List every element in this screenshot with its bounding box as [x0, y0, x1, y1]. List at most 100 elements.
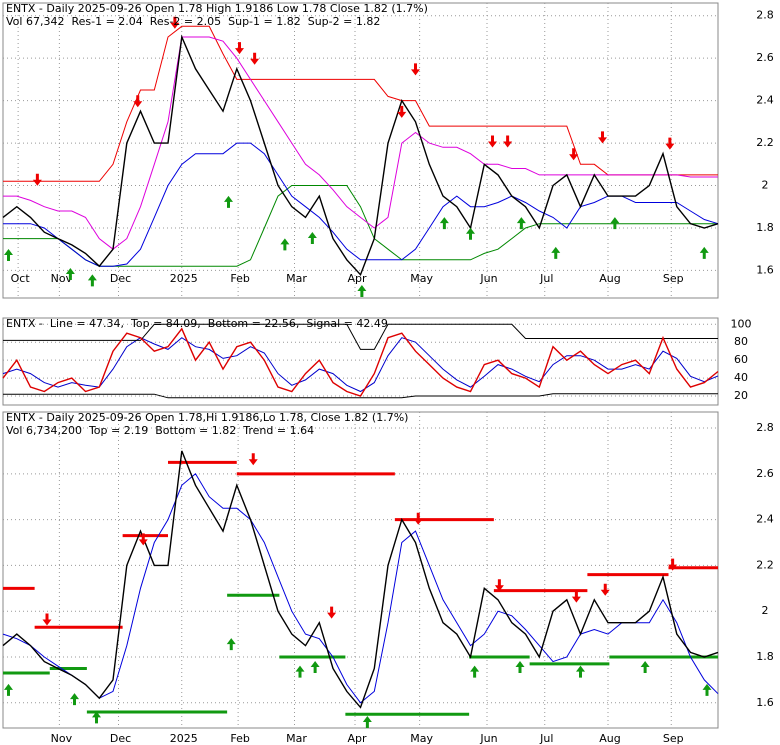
panel-frame	[2, 2, 719, 299]
y-tick-label: 1.6	[756, 263, 774, 276]
y-tick-label: 20	[734, 389, 748, 402]
buy-arrow	[516, 217, 526, 230]
x-tick-label: Oct	[11, 272, 31, 285]
buy-arrow	[226, 638, 236, 651]
sell-arrow	[411, 63, 420, 76]
y-tick-label: 1.6	[756, 696, 774, 709]
series-line	[3, 393, 718, 399]
series-line	[2, 450, 719, 709]
y-tick-label: 60	[734, 353, 748, 366]
panel-frame	[2, 317, 719, 406]
buy-arrow	[362, 715, 372, 728]
sell-arrow	[248, 453, 258, 466]
x-tick-label: Nov	[51, 732, 73, 745]
buy-arrow	[357, 285, 367, 298]
x-tick-label: Aug	[599, 732, 620, 745]
buy-arrow	[280, 238, 290, 251]
buy-arrow	[576, 665, 585, 678]
sell-arrow	[600, 583, 610, 596]
y-tick-label: 2	[762, 179, 769, 192]
x-tick-label: Dec	[110, 272, 131, 285]
x-tick-label: Jul	[539, 272, 553, 285]
series-line	[3, 185, 718, 267]
y-tick-label: 2.8	[756, 421, 774, 434]
x-tick-label: Feb	[230, 732, 249, 745]
x-tick-label: Feb	[230, 272, 249, 285]
legend-entry: Line = 47.34,	[50, 317, 124, 330]
y-tick-label: 2.2	[756, 558, 774, 571]
sell-arrow	[503, 135, 513, 148]
x-tick-label: Jul	[539, 732, 553, 745]
buy-arrow	[470, 665, 480, 678]
sell-arrow	[569, 148, 579, 161]
x-tick-label: Mar	[286, 272, 307, 285]
series-line	[2, 327, 719, 397]
sell-arrow	[250, 52, 260, 65]
volume-label: Vol 6,734,200	[6, 424, 82, 437]
volume-label: Vol 67,342	[6, 15, 64, 28]
buy-arrow	[551, 246, 561, 259]
x-tick-label: Jun	[479, 732, 497, 745]
y-tick-label: 2.4	[756, 513, 774, 526]
x-tick-label: Apr	[347, 272, 367, 285]
buy-arrow	[4, 248, 13, 261]
sell-arrow	[327, 606, 337, 619]
y-tick-label: 80	[734, 335, 748, 348]
sell-arrow	[598, 131, 607, 144]
legend-entry: Signal = 42.49	[306, 317, 388, 330]
buy-arrow	[610, 217, 620, 230]
x-tick-label: Nov	[51, 272, 73, 285]
series-line	[3, 142, 719, 267]
x-tick-label: Sep	[663, 272, 684, 285]
series-line	[3, 25, 718, 182]
y-tick-label: 1.8	[756, 650, 774, 663]
legend-entry: Bottom = 22.56,	[208, 317, 300, 330]
y-tick-label: 2	[762, 604, 769, 617]
buy-arrow	[224, 195, 233, 208]
x-tick-label: Dec	[110, 732, 131, 745]
x-tick-label: Mar	[286, 732, 307, 745]
sell-arrow	[235, 42, 244, 55]
buy-arrow	[466, 227, 475, 240]
legend-entry: Top = 84.09,	[130, 317, 201, 330]
x-tick-label: 2025	[170, 732, 198, 745]
chart-title: ENTX - Daily 2025-09-26 Open 1.78,Hi 1.9…	[6, 411, 408, 424]
sell-arrow	[494, 579, 504, 592]
sell-arrow	[133, 95, 143, 108]
sell-arrow	[413, 512, 423, 525]
y-tick-label: 1.8	[756, 221, 774, 234]
y-tick-label: 2.4	[756, 94, 774, 107]
buy-arrow	[439, 217, 449, 230]
buy-arrow	[70, 693, 79, 706]
y-tick-label: 2.6	[756, 51, 774, 64]
x-tick-label: May	[410, 732, 433, 745]
series-line	[3, 36, 718, 250]
panel-frame	[2, 411, 719, 729]
legend-entry: Trend = 1.64	[242, 424, 314, 437]
y-tick-label: 2.8	[756, 9, 774, 22]
buy-arrow	[699, 246, 709, 259]
sell-arrow	[170, 16, 180, 29]
series-line	[2, 34, 719, 277]
series-line	[2, 337, 719, 393]
sell-arrow	[665, 137, 675, 150]
buy-arrow	[310, 661, 320, 674]
y-tick-label: 2.2	[756, 136, 774, 149]
y-tick-label: 2.6	[756, 467, 774, 480]
legend-entry: Sup-2 = 1.82	[308, 15, 381, 28]
sell-arrow	[138, 533, 148, 546]
y-tick-label: 40	[734, 371, 748, 384]
series-line	[2, 473, 719, 704]
sell-arrow	[32, 173, 42, 186]
legend-entry: Top = 2.19	[88, 424, 148, 437]
x-tick-label: Jun	[479, 272, 497, 285]
sell-arrow	[571, 590, 581, 603]
buy-arrow	[307, 231, 317, 244]
x-tick-label: Sep	[663, 732, 684, 745]
sell-arrow	[668, 558, 678, 571]
x-tick-label: May	[410, 272, 433, 285]
chart-title: ENTX - Daily 2025-09-26 Open 1.78 High 1…	[6, 2, 428, 15]
sell-arrow	[488, 135, 497, 148]
